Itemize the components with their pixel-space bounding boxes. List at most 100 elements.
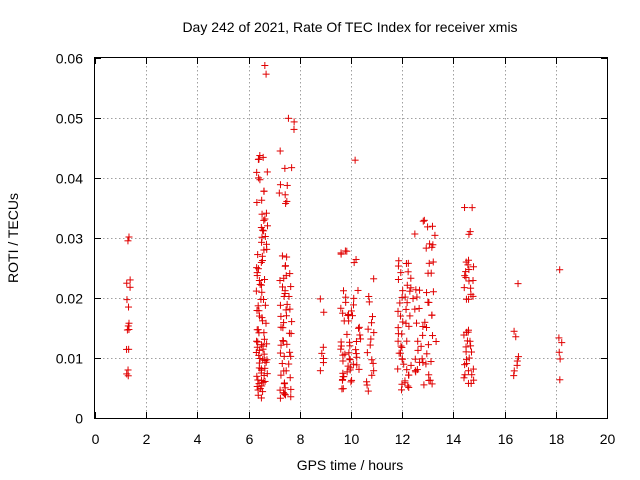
data-point — [276, 386, 284, 394]
data-point — [343, 368, 351, 376]
data-point — [350, 259, 358, 267]
data-point — [403, 299, 411, 307]
data-point — [320, 308, 328, 316]
data-point — [282, 262, 290, 270]
data-point — [286, 374, 294, 382]
data-point — [556, 355, 564, 363]
data-point — [255, 277, 263, 285]
data-point — [465, 256, 473, 264]
data-point — [279, 337, 287, 345]
x-tick-label: 14 — [446, 431, 462, 447]
data-point — [258, 233, 266, 241]
data-point — [320, 354, 328, 362]
data-point — [258, 341, 266, 349]
data-point — [414, 337, 422, 345]
data-point — [253, 382, 261, 390]
x-tick-label: 20 — [600, 431, 616, 447]
data-point — [256, 312, 264, 320]
data-point — [290, 118, 298, 126]
data-point — [263, 222, 271, 230]
data-point — [283, 300, 291, 308]
data-point — [420, 381, 428, 389]
data-point — [258, 196, 266, 204]
data-point — [418, 355, 426, 363]
data-point — [461, 204, 469, 212]
data-point — [286, 348, 294, 356]
data-point — [426, 376, 434, 384]
data-point — [124, 366, 132, 374]
data-point — [404, 259, 412, 267]
data-point — [355, 324, 363, 332]
data-point — [124, 237, 132, 245]
data-point — [253, 272, 261, 280]
data-point — [257, 258, 265, 266]
data-point — [558, 339, 566, 347]
data-point — [256, 152, 264, 160]
data-point — [339, 369, 347, 377]
data-point — [123, 370, 131, 378]
data-point — [403, 337, 411, 345]
data-point — [286, 270, 294, 278]
data-point — [428, 380, 436, 388]
data-point — [277, 312, 285, 320]
data-point — [337, 345, 345, 353]
data-point — [411, 355, 419, 363]
data-point — [287, 352, 295, 360]
data-point — [397, 312, 405, 320]
data-point — [276, 147, 284, 155]
data-point — [403, 281, 411, 289]
data-point — [510, 327, 518, 335]
data-point — [419, 217, 427, 225]
data-point — [279, 337, 287, 345]
data-point — [262, 209, 270, 217]
y-tick-labels: 0 0.01 0.02 0.03 0.04 0.05 0.06 — [56, 51, 83, 427]
data-point — [282, 306, 290, 314]
data-point — [339, 351, 347, 359]
data-point — [355, 365, 363, 373]
data-point — [513, 357, 521, 365]
data-point — [368, 319, 376, 327]
data-point — [353, 361, 361, 369]
data-point — [422, 360, 430, 368]
data-point — [402, 319, 410, 327]
data-point — [276, 277, 284, 285]
data-point — [276, 394, 284, 402]
data-point — [354, 286, 362, 294]
data-point — [364, 325, 372, 333]
data-point — [469, 365, 477, 373]
x-tick-label: 2 — [143, 431, 151, 447]
data-point — [466, 228, 474, 236]
data-point — [398, 343, 406, 351]
data-point — [420, 216, 428, 224]
data-point — [126, 276, 134, 284]
data-point — [357, 335, 365, 343]
data-point — [346, 364, 354, 372]
x-tick-label: 12 — [395, 431, 411, 447]
data-point — [429, 241, 437, 249]
data-point — [257, 295, 265, 303]
data-point — [319, 343, 327, 351]
x-tick-label: 16 — [498, 431, 514, 447]
data-point — [283, 253, 291, 261]
data-point — [275, 189, 283, 197]
data-point — [421, 318, 429, 326]
data-point — [262, 70, 270, 78]
data-point — [285, 292, 293, 300]
data-point — [261, 377, 269, 385]
data-point — [288, 164, 296, 172]
data-point — [287, 283, 295, 291]
data-point — [290, 125, 298, 133]
data-point — [316, 367, 324, 375]
data-point — [253, 337, 261, 345]
data-point — [368, 313, 376, 321]
data-point — [397, 342, 405, 350]
data-point — [280, 367, 288, 375]
data-point — [350, 301, 358, 309]
data-point — [405, 371, 413, 379]
x-tick-label: 18 — [549, 431, 565, 447]
data-point — [352, 255, 360, 263]
data-point — [318, 349, 326, 357]
data-point — [363, 378, 371, 386]
data-point — [395, 349, 403, 357]
data-point — [397, 269, 405, 277]
